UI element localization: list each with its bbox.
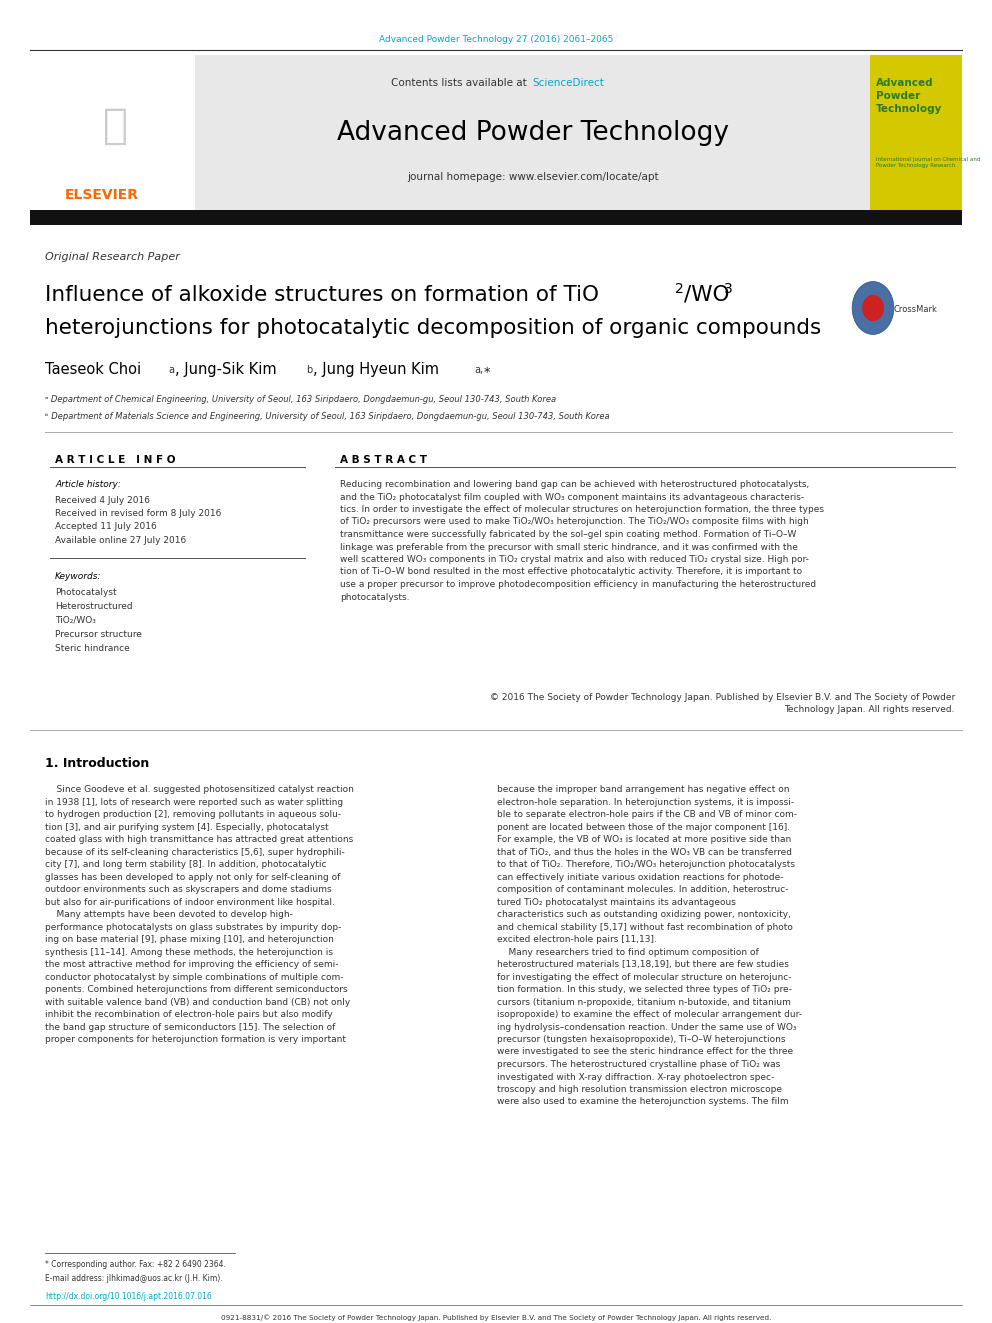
Text: A B S T R A C T: A B S T R A C T: [340, 455, 427, 464]
Bar: [30, 56, 195, 210]
Text: Photocatalyst
Heterostructured
TiO₂/WO₃
Precursor structure
Steric hindrance: Photocatalyst Heterostructured TiO₂/WO₃ …: [55, 587, 142, 652]
Text: 0921-8831/© 2016 The Society of Powder Technology Japan. Published by Elsevier B: 0921-8831/© 2016 The Society of Powder T…: [221, 1314, 771, 1320]
Bar: [30, 210, 962, 225]
Text: Since Goodeve et al. suggested photosensitized catalyst reaction
in 1938 [1], lo: Since Goodeve et al. suggested photosens…: [45, 785, 354, 1044]
Ellipse shape: [862, 295, 884, 321]
Text: * Corresponding author. Fax: +82 2 6490 2364.: * Corresponding author. Fax: +82 2 6490 …: [45, 1259, 226, 1269]
Text: Keywords:: Keywords:: [55, 572, 101, 581]
Text: b: b: [306, 365, 312, 374]
Text: Reducing recombination and lowering band gap can be achieved with heterostructur: Reducing recombination and lowering band…: [340, 480, 824, 602]
Text: Advanced Powder Technology 27 (2016) 2061–2065: Advanced Powder Technology 27 (2016) 206…: [379, 34, 613, 44]
Text: E-mail address: jlhkimad@uos.ac.kr (J.H. Kim).: E-mail address: jlhkimad@uos.ac.kr (J.H.…: [45, 1274, 222, 1283]
Text: Received 4 July 2016
Received in revised form 8 July 2016
Accepted 11 July 2016
: Received 4 July 2016 Received in revised…: [55, 496, 221, 545]
Ellipse shape: [852, 282, 894, 335]
Text: Influence of alkoxide structures on formation of TiO: Influence of alkoxide structures on form…: [45, 284, 599, 306]
Text: , Jung-Sik Kim: , Jung-Sik Kim: [175, 363, 282, 377]
Text: ScienceDirect: ScienceDirect: [532, 78, 604, 89]
Text: ELSEVIER: ELSEVIER: [65, 188, 139, 202]
Text: Article history:: Article history:: [55, 480, 121, 490]
Text: ᵇ Department of Materials Science and Engineering, University of Seoul, 163 Siri: ᵇ Department of Materials Science and En…: [45, 411, 610, 421]
Text: ⬛: ⬛: [102, 105, 128, 147]
Text: , Jung Hyeun Kim: , Jung Hyeun Kim: [313, 363, 443, 377]
Text: © 2016 The Society of Powder Technology Japan. Published by Elsevier B.V. and Th: © 2016 The Society of Powder Technology …: [490, 693, 955, 714]
Text: because the improper band arrangement has negative effect on
electron-hole separ: because the improper band arrangement ha…: [497, 785, 802, 1106]
Text: 1. Introduction: 1. Introduction: [45, 757, 149, 770]
Text: A R T I C L E   I N F O: A R T I C L E I N F O: [55, 455, 176, 464]
Text: Advanced
Powder
Technology: Advanced Powder Technology: [876, 78, 942, 114]
Text: /WO: /WO: [684, 284, 729, 306]
Text: Original Research Paper: Original Research Paper: [45, 251, 180, 262]
Text: heterojunctions for photocatalytic decomposition of organic compounds: heterojunctions for photocatalytic decom…: [45, 318, 821, 337]
Bar: [195, 56, 870, 210]
Text: Contents lists available at: Contents lists available at: [391, 78, 530, 89]
Text: journal homepage: www.elsevier.com/locate/apt: journal homepage: www.elsevier.com/locat…: [407, 172, 659, 183]
Text: Taeseok Choi: Taeseok Choi: [45, 363, 146, 377]
Text: 3: 3: [724, 282, 733, 296]
Text: ᵃ Department of Chemical Engineering, University of Seoul, 163 Siripdaero, Dongd: ᵃ Department of Chemical Engineering, Un…: [45, 396, 557, 404]
Text: CrossMark: CrossMark: [893, 306, 936, 315]
Text: International Journal on Chemical and
Powder Technology Research: International Journal on Chemical and Po…: [876, 157, 980, 168]
Text: 2: 2: [675, 282, 683, 296]
Text: a,∗: a,∗: [474, 365, 491, 374]
Text: http://dx.doi.org/10.1016/j.apt.2016.07.016: http://dx.doi.org/10.1016/j.apt.2016.07.…: [45, 1293, 211, 1301]
Text: Advanced Powder Technology: Advanced Powder Technology: [337, 120, 729, 146]
Text: a: a: [168, 365, 174, 374]
Bar: [870, 56, 962, 210]
